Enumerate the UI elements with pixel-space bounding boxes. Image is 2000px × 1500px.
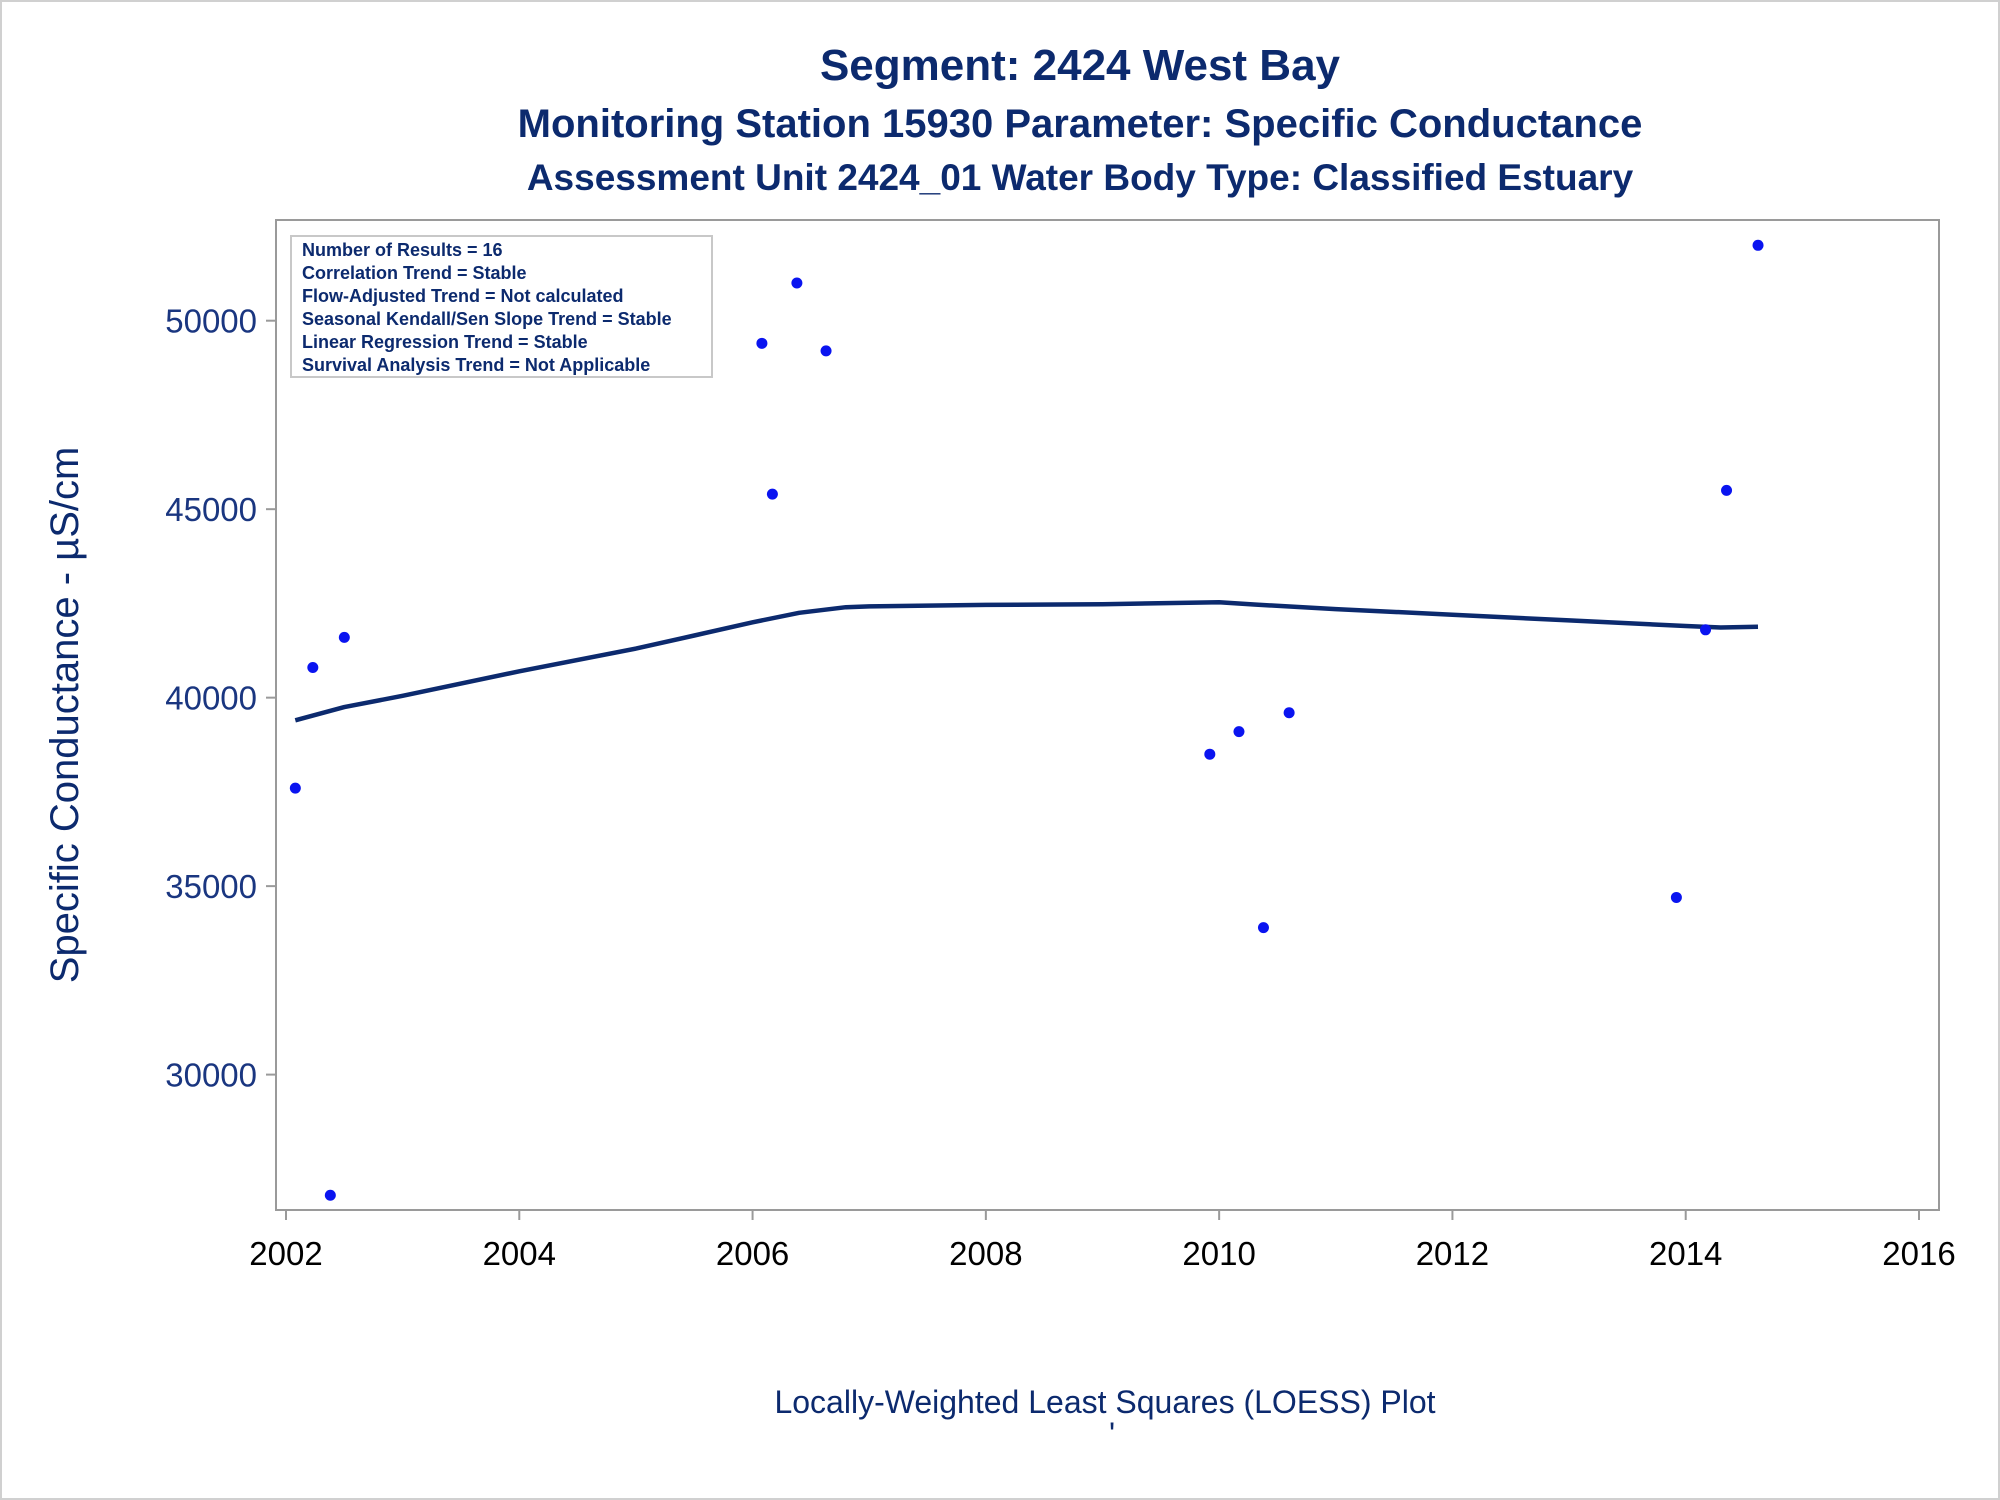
stats-line-results: Number of Results = 16	[302, 240, 503, 260]
data-point	[820, 345, 832, 357]
data-point	[1700, 624, 1712, 636]
plot-area	[275, 219, 1940, 1211]
data-point	[1204, 748, 1216, 760]
x-tick-label: 2014	[1649, 1235, 1722, 1272]
x-tick-label: 2016	[1882, 1235, 1955, 1272]
stats-box: Number of Results = 16 Correlation Trend…	[290, 235, 713, 378]
chart-title-assessment: Assessment Unit 2424_01 Water Body Type:…	[527, 157, 1634, 198]
stats-line-survival: Survival Analysis Trend = Not Applicable	[302, 355, 650, 375]
stats-box-border	[290, 235, 713, 378]
x-tick-label: 2006	[716, 1235, 789, 1272]
data-point	[1752, 239, 1764, 251]
stats-line-flow-adjusted: Flow-Adjusted Trend = Not calculated	[302, 286, 624, 306]
stats-line-correlation: Correlation Trend = Stable	[302, 263, 527, 283]
data-point	[289, 782, 301, 794]
data-point	[756, 337, 768, 349]
x-tick-label: 2012	[1416, 1235, 1489, 1272]
data-point	[1670, 891, 1682, 903]
loess-line	[294, 600, 1759, 723]
y-tick-label: 40000	[165, 680, 257, 717]
data-point	[307, 661, 319, 673]
data-point	[766, 488, 778, 500]
x-tick-label: 2008	[949, 1235, 1022, 1272]
x-tick-label: 2004	[483, 1235, 556, 1272]
data-point	[324, 1189, 336, 1201]
y-tick-label: 45000	[165, 491, 257, 528]
stats-line-linear-regression: Linear Regression Trend = Stable	[302, 332, 588, 352]
data-point	[1257, 922, 1269, 934]
y-tick-label: 35000	[165, 868, 257, 905]
x-axis-label: Locally-Weighted Least Squares (LOESS) P…	[774, 1384, 1435, 1420]
y-axis: 30000 35000 40000 45000 50000	[165, 303, 276, 1094]
y-axis-label: Specific Conductance - µS/cm	[43, 447, 87, 984]
data-point	[1283, 707, 1295, 719]
footnote-mark: '	[1109, 1416, 1115, 1452]
y-tick-label: 30000	[165, 1057, 257, 1094]
chart-title-station: Monitoring Station 15930 Parameter: Spec…	[518, 102, 1643, 146]
stats-line-seasonal-kendall: Seasonal Kendall/Sen Slope Trend = Stabl…	[302, 309, 672, 329]
x-axis: 2002 2004 2006 2008 2010 2012 2014 2016	[249, 1210, 1956, 1272]
points-layer	[289, 239, 1764, 1201]
loess-layer	[294, 600, 1759, 723]
x-tick-label: 2002	[249, 1235, 322, 1272]
data-point	[338, 631, 350, 643]
x-tick-label: 2010	[1182, 1235, 1255, 1272]
data-point	[1721, 484, 1733, 496]
chart-title-segment: Segment: 2424 West Bay	[820, 41, 1341, 90]
data-point	[1233, 726, 1245, 738]
y-tick-label: 50000	[165, 303, 257, 340]
data-point	[791, 277, 803, 289]
